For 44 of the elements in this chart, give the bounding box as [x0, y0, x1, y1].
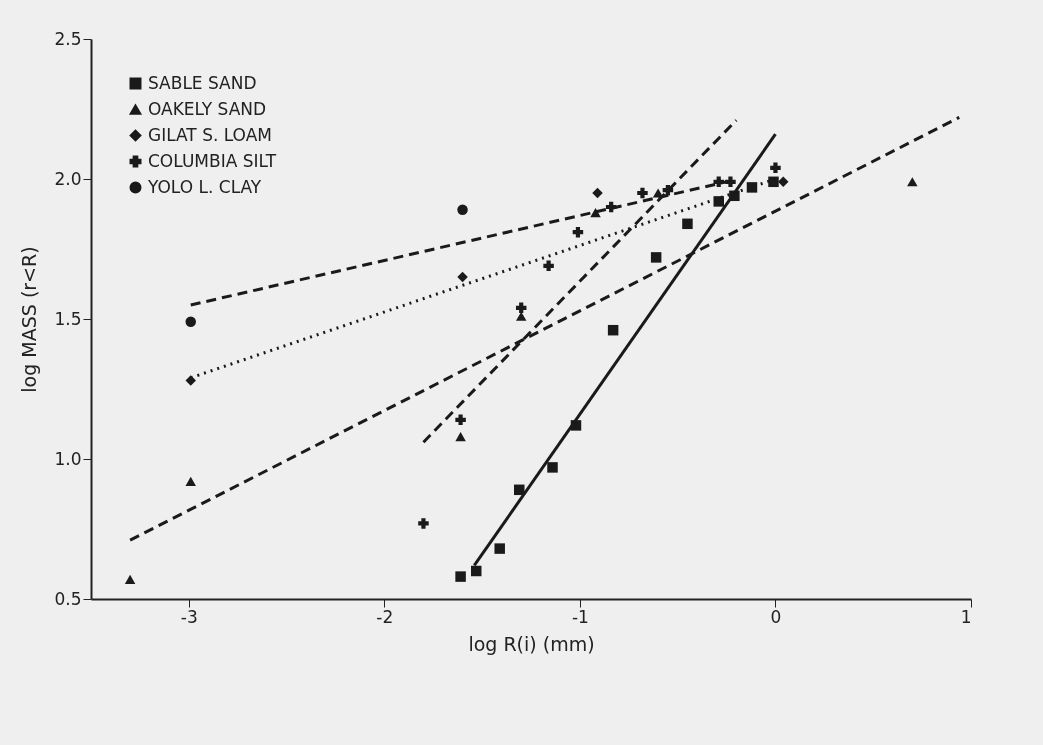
point	[768, 176, 779, 188]
point	[494, 543, 505, 554]
x-tick-label: 1	[960, 606, 972, 627]
point	[607, 324, 619, 336]
point	[770, 162, 781, 174]
y-tick-label: 0.5	[54, 588, 82, 609]
point	[547, 462, 558, 473]
legend-label: OAKELY SAND	[148, 98, 267, 119]
x-tick-label: -2	[376, 606, 394, 627]
point	[637, 187, 648, 199]
point	[725, 176, 736, 188]
point	[457, 271, 468, 283]
point	[650, 252, 662, 263]
point	[514, 484, 525, 496]
y-tick-label: 2.0	[54, 168, 82, 189]
x-tick-label: -3	[180, 606, 198, 627]
point	[592, 187, 603, 199]
x-tick-label: -1	[571, 606, 589, 627]
point	[124, 574, 136, 584]
legend-label: COLUMBIA SILT	[148, 150, 277, 171]
legend-label: YOLO L. CLAY	[147, 176, 262, 197]
legend-label: GILAT S. LOAM	[148, 124, 272, 145]
y-tick-label: 1.0	[54, 448, 82, 469]
point	[457, 204, 468, 216]
point	[185, 476, 196, 486]
point	[543, 260, 554, 272]
point	[455, 432, 466, 442]
point	[418, 518, 429, 529]
point	[682, 218, 693, 230]
point	[515, 302, 527, 314]
y-tick-label: 1.5	[54, 308, 82, 329]
legend-label: SABLE SAND	[148, 72, 257, 93]
point	[713, 196, 724, 207]
point	[471, 565, 482, 577]
point	[572, 226, 584, 238]
x-tick-label: 0	[770, 606, 782, 627]
point	[907, 177, 918, 187]
y-tick-label: 2.5	[54, 28, 82, 49]
point	[455, 571, 466, 582]
point	[185, 316, 196, 328]
point	[778, 176, 789, 188]
y-axis-title: log MASS (r<R)	[18, 246, 41, 393]
point	[455, 414, 466, 426]
x-axis-title: log R(i) (mm)	[468, 632, 595, 655]
